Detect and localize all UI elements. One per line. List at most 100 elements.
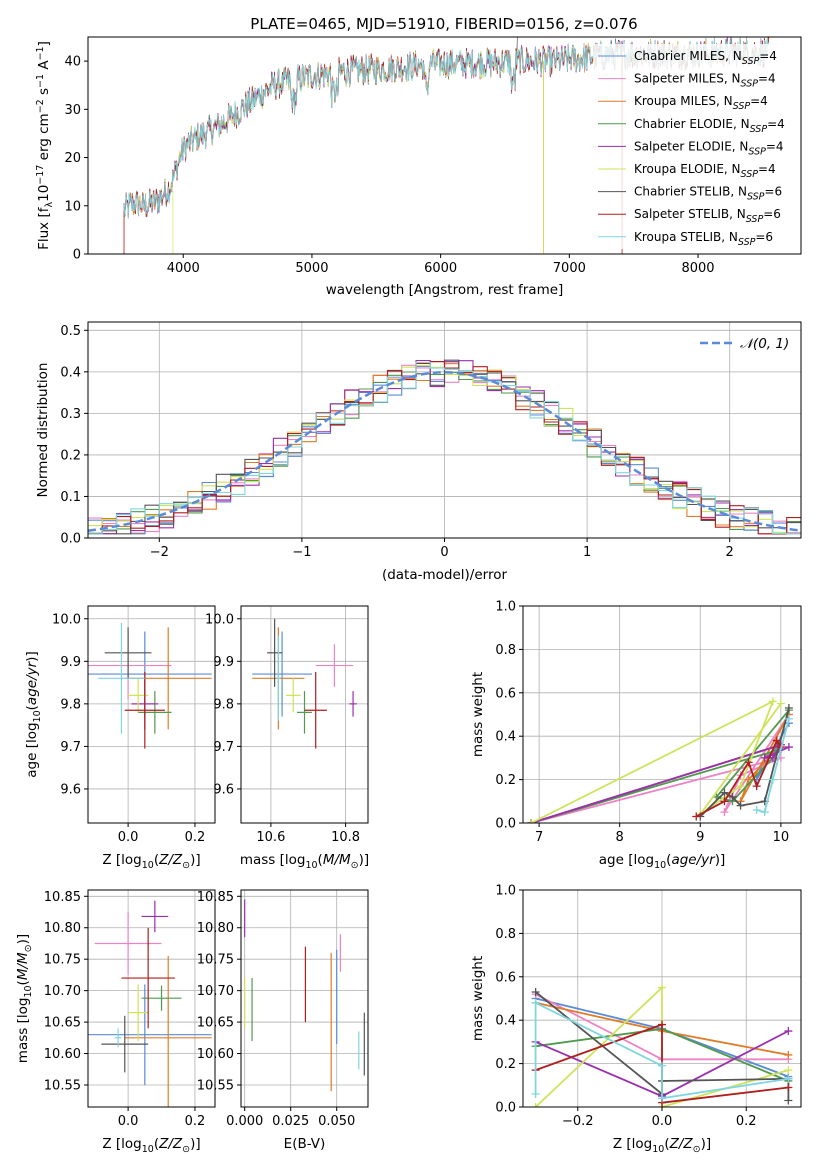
weight-marker — [658, 1020, 666, 1029]
y-tick-label: 10.70 — [197, 984, 234, 999]
errorbar-point — [98, 623, 145, 734]
errorbar-point — [315, 644, 354, 687]
ebv-vs-mass-frame — [240, 889, 369, 1108]
errorbar-point — [141, 900, 169, 933]
x-tick-label: 0 — [440, 545, 448, 560]
weight-marker — [784, 714, 793, 723]
errorbar-point — [141, 985, 182, 1011]
errorbar-point — [304, 671, 327, 749]
weight-marker — [784, 1083, 793, 1092]
weight-marker — [784, 743, 793, 752]
y-tick-label: 10.60 — [197, 1047, 234, 1062]
x-tick-label: −2 — [150, 545, 169, 560]
x-axis-label: wavelength [Angstrom, rest frame] — [326, 282, 564, 298]
y-tick-label: 0.5 — [60, 324, 81, 339]
x-tick-label: 5000 — [295, 261, 328, 276]
y-tick-label: 0.0 — [60, 532, 81, 547]
mass-vs-age-panel: 10.6 10.8 9.6 9.7 9.8 9.9 10.0 mass [log10​(M/M… — [205, 605, 369, 871]
weight-marker — [784, 1074, 793, 1083]
y-tick-label: 10.55 — [197, 1078, 234, 1093]
errorbar-point — [297, 691, 312, 734]
x-tick-label: 0.2 — [185, 1114, 206, 1129]
weight-marker — [752, 805, 761, 814]
errorbar-point — [252, 631, 312, 717]
y-axis-label: mass weight — [470, 956, 486, 1041]
y-tick-label: 9.9 — [60, 655, 81, 670]
x-tick-label: 0.025 — [272, 1114, 309, 1129]
x-tick-label: 2 — [726, 545, 734, 560]
weight-series-line — [699, 707, 790, 818]
ebv-vs-mass-plot-area — [244, 899, 365, 1092]
legend-label: Chabrier MILES, NSSP​=4 — [634, 49, 777, 67]
weight-marker — [760, 753, 769, 762]
y-tick-label: 0.3 — [60, 407, 81, 422]
x-tick-label: 0.0 — [118, 830, 139, 845]
y-tick-label: 0.6 — [495, 970, 516, 985]
normal-curve — [88, 371, 801, 532]
weight-marker — [531, 1103, 540, 1107]
weight-marker — [720, 797, 729, 806]
x-axis-label: Z [log10​(Z/Z⊙​)] — [613, 1136, 711, 1155]
zmet-vs-weight-panel: −0.2 0.0 0.2 0.0 0.2 0.4 0.6 0.8 1.0 Z [log10​(Z/… — [470, 884, 802, 1155]
errorbar-point — [349, 691, 357, 717]
y-tick-label: 0.0 — [495, 817, 516, 832]
age-vs-weight-plot-area — [527, 697, 793, 823]
y-tick-label: 10.85 — [44, 890, 81, 905]
legend-label: Chabrier STELIB, NSSP​=6 — [634, 185, 782, 203]
weight-marker — [531, 998, 540, 1007]
x-axis-label: Z [log10​(Z/Z⊙​)] — [102, 1136, 200, 1155]
y-tick-label: 0.8 — [495, 643, 516, 658]
y-tick-label: 40 — [64, 55, 81, 70]
x-tick-label: 7 — [535, 830, 543, 845]
y-tick-label: 10.80 — [44, 921, 81, 936]
errorbar-point — [124, 956, 212, 1107]
z-vs-age-plot-area — [88, 623, 212, 749]
x-tick-label: 10 — [773, 830, 790, 845]
weight-marker — [728, 792, 737, 801]
weight-marker — [736, 782, 745, 791]
y-axis-label: mass weight — [470, 672, 486, 757]
weight-marker — [744, 758, 753, 767]
y-tick-label: 20 — [64, 151, 81, 166]
weight-marker — [744, 775, 753, 784]
x-tick-label: 0.2 — [736, 1114, 757, 1129]
x-tick-label: −0.2 — [562, 1114, 594, 1129]
x-axis-label: Z [log10​(Z/Z⊙​)] — [102, 852, 200, 871]
histogram-series — [88, 361, 801, 535]
y-tick-label: 10.75 — [197, 953, 234, 968]
y-tick-label: 0.2 — [495, 773, 516, 788]
y-tick-label: 9.6 — [213, 782, 234, 797]
y-tick-label: 9.9 — [213, 655, 234, 670]
legend-label: Kroupa STELIB, NSSP​=6 — [634, 230, 773, 248]
weight-marker — [784, 1027, 793, 1036]
errorbar-point — [101, 1015, 149, 1073]
x-tick-label: 0.2 — [185, 830, 206, 845]
figure-title: PLATE=0465, MJD=51910, FIBERID=0156, z=0… — [250, 15, 637, 33]
x-tick-label: 7000 — [553, 261, 586, 276]
weight-series-line — [756, 718, 790, 814]
y-tick-label: 0.0 — [495, 1101, 516, 1116]
y-tick-label: 0.4 — [495, 1014, 516, 1029]
zmet-vs-weight-plot-area — [531, 983, 793, 1107]
mass-vs-age-frame — [240, 605, 369, 824]
z-vs-mass-frame — [87, 889, 216, 1108]
errorbar-point — [285, 678, 301, 713]
y-tick-label: 10.65 — [197, 1016, 234, 1031]
weight-marker — [784, 703, 793, 712]
weight-marker — [720, 808, 729, 817]
x-tick-label: 8 — [616, 830, 624, 845]
mass-vs-age-plot-area — [252, 618, 357, 749]
residuals-plot-area — [88, 359, 801, 535]
y-tick-label: 10.80 — [197, 921, 234, 936]
weight-marker — [776, 699, 785, 708]
spectrum-panel: 4000 5000 6000 7000 8000 0 10 20 30 40 Chabrier MI… — [35, 36, 802, 298]
y-tick-label: 10.85 — [197, 890, 234, 905]
y-tick-label: 10.0 — [205, 612, 234, 627]
z-vs-age-frame — [87, 605, 216, 824]
y-tick-label: 0.4 — [60, 365, 81, 380]
legend-label: Kroupa MILES, NSSP​=4 — [634, 94, 768, 112]
y-axis-label: Normed distribution — [35, 363, 51, 498]
x-tick-label: 6000 — [424, 261, 457, 276]
y-tick-label: 1.0 — [495, 884, 516, 899]
